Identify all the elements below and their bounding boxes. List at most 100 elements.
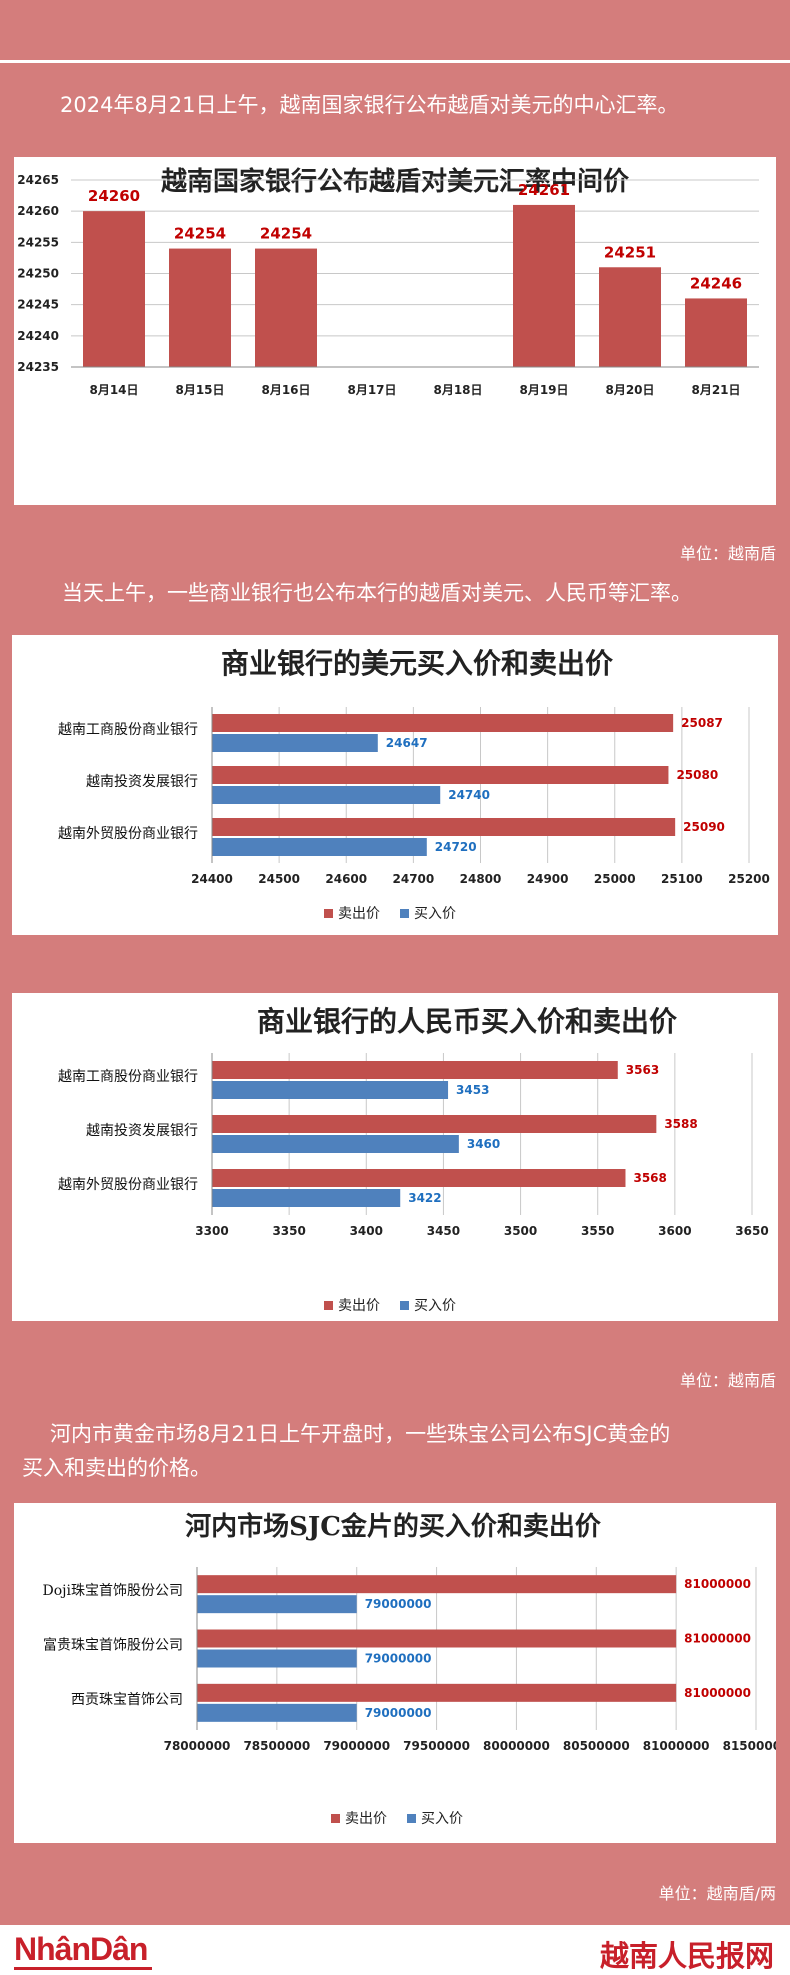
data-label-buy: 79000000 (365, 1597, 432, 1611)
data-label-buy: 24647 (386, 736, 428, 750)
site-brand[interactable]: 越南人民报网 (599, 1939, 774, 1973)
x-tick-label: 8月18日 (433, 383, 482, 397)
category-label: 西贡珠宝首饰公司 (71, 1692, 183, 1708)
category-label: 越南工商股份商业银行 (58, 722, 198, 738)
x-tick-label: 25000 (594, 872, 636, 886)
data-label-buy: 3422 (408, 1191, 441, 1205)
chart-panel-central-rate: 越南国家银行公布越盾对美元汇率中间价 24235 24240 24245 24250 24… (14, 157, 776, 505)
bar-sell (212, 1061, 618, 1079)
bar-buy (197, 1703, 357, 1722)
x-tick-label: 25100 (661, 872, 703, 886)
x-tick-label: 80000000 (483, 1739, 550, 1753)
data-label: 24260 (88, 187, 140, 205)
data-label-buy: 3453 (456, 1083, 489, 1097)
legend-label-sell: 卖出价 (345, 1811, 387, 1827)
x-tick-label: 3350 (272, 1224, 305, 1238)
bar-sell (197, 1629, 677, 1648)
chart-title: 商业银行的人民币买入价和卖出价 (257, 1005, 678, 1038)
data-label-sell: 3588 (664, 1117, 697, 1131)
y-tick-label: 24255 (17, 235, 59, 249)
chart-cny: 商业银行的人民币买入价和卖出价 3300 3350 3400 3450 3500 3550 3… (58, 1005, 769, 1314)
category-label: 越南外贸股份商业银行 (58, 1177, 198, 1193)
bar-sell (212, 766, 669, 784)
bar-buy (197, 1595, 357, 1614)
x-tick-label: 24800 (460, 872, 502, 886)
category-label: Doji珠宝首饰股份公司 (43, 1583, 183, 1599)
bar (169, 248, 231, 367)
data-label-buy: 79000000 (365, 1706, 432, 1720)
legend-label-buy: 买入价 (414, 906, 456, 922)
x-tick-label: 8月19日 (519, 383, 568, 397)
legend-swatch-sell (324, 1301, 333, 1310)
bar (255, 248, 317, 367)
data-label-buy: 24740 (448, 788, 490, 802)
bar-buy (212, 734, 378, 752)
data-label: 24261 (518, 181, 570, 199)
data-label-buy: 3460 (467, 1137, 500, 1151)
unit-label-3: 单位：越南盾/两 (658, 1884, 776, 1903)
header-divider (0, 60, 790, 63)
bar-sell (197, 1683, 677, 1702)
x-tick-label: 81000000 (643, 1739, 710, 1753)
category-label: 越南外贸股份商业银行 (58, 826, 198, 842)
bar-buy (212, 838, 427, 856)
intro-text-1: 2024年8月21日上午，越南国家银行公布越盾对美元的中心汇率。 (60, 93, 679, 117)
bar-buy (212, 1189, 401, 1207)
x-tick-label: 8月16日 (261, 383, 310, 397)
footer: NhânDân 越南人民报网 (0, 1925, 790, 1975)
category-label: 越南投资发展银行 (86, 774, 198, 790)
bar-sell (212, 1169, 626, 1187)
y-tick-label: 24260 (17, 204, 59, 218)
x-tick-label: 8月21日 (691, 383, 740, 397)
x-tick-label: 24500 (258, 872, 300, 886)
x-tick-label: 79000000 (323, 1739, 390, 1753)
x-tick-label: 3300 (195, 1224, 228, 1238)
chart-title: 河内市场SJC金片的买入价和卖出价 (185, 1511, 602, 1542)
data-label-sell: 25090 (683, 820, 725, 834)
x-tick-label: 78500000 (243, 1739, 310, 1753)
bar-buy (212, 1135, 459, 1153)
category-label: 越南工商股份商业银行 (58, 1069, 198, 1085)
x-tick-label: 79500000 (403, 1739, 470, 1753)
x-tick-label: 81500000 (723, 1739, 776, 1753)
data-label: 24254 (174, 225, 226, 243)
x-tick-label: 3500 (504, 1224, 537, 1238)
legend-swatch-sell (331, 1814, 340, 1823)
logo-underline (14, 1967, 152, 1970)
x-tick-label: 8月17日 (347, 383, 396, 397)
bar (685, 298, 747, 367)
x-tick-label: 8月14日 (89, 383, 138, 397)
legend-swatch-buy (407, 1814, 416, 1823)
chart-gold: 河内市场SJC金片的买入价和卖出价 78000000 78500000 7900000… (43, 1511, 776, 1827)
bar-sell (212, 818, 676, 836)
data-label-sell: 25080 (676, 768, 718, 782)
intro-text-3-line2: 买入和卖出的价格。 (22, 1456, 211, 1480)
legend-swatch-sell (324, 909, 333, 918)
data-label-sell: 81000000 (684, 1632, 751, 1646)
chart-panel-usd: 商业银行的美元买入价和卖出价 24400 24500 24600 24700 24800 2… (12, 635, 778, 935)
bar (513, 204, 575, 367)
x-tick-label: 24700 (393, 872, 435, 886)
x-tick-label: 78000000 (164, 1739, 231, 1753)
nhandan-logo[interactable]: NhânDân (14, 1931, 148, 1967)
y-tick-label: 24235 (17, 360, 59, 374)
legend-swatch-buy (400, 1301, 409, 1310)
data-label: 24254 (260, 225, 312, 243)
data-label-buy: 24720 (435, 840, 477, 854)
x-tick-label: 3650 (735, 1224, 768, 1238)
y-tick-label: 24265 (17, 173, 59, 187)
bar (599, 267, 661, 367)
chart-central-rate: 越南国家银行公布越盾对美元汇率中间价 24235 24240 24245 24250 24… (17, 166, 759, 397)
bar-buy (197, 1649, 357, 1668)
x-tick-label: 8月15日 (175, 383, 224, 397)
x-tick-label: 3600 (658, 1224, 691, 1238)
intro-text-2: 当天上午，一些商业银行也公布本行的越盾对美元、人民币等汇率。 (62, 581, 692, 605)
data-label-sell: 81000000 (684, 1577, 751, 1591)
legend-swatch-buy (400, 909, 409, 918)
x-tick-label: 3400 (350, 1224, 383, 1238)
chart-panel-cny: 商业银行的人民币买入价和卖出价 3300 3350 3400 3450 3500 3550 3… (12, 993, 778, 1321)
x-tick-label: 24600 (325, 872, 367, 886)
bar-sell (197, 1575, 677, 1594)
legend-label-sell: 卖出价 (338, 906, 380, 922)
y-tick-label: 24245 (17, 298, 59, 312)
